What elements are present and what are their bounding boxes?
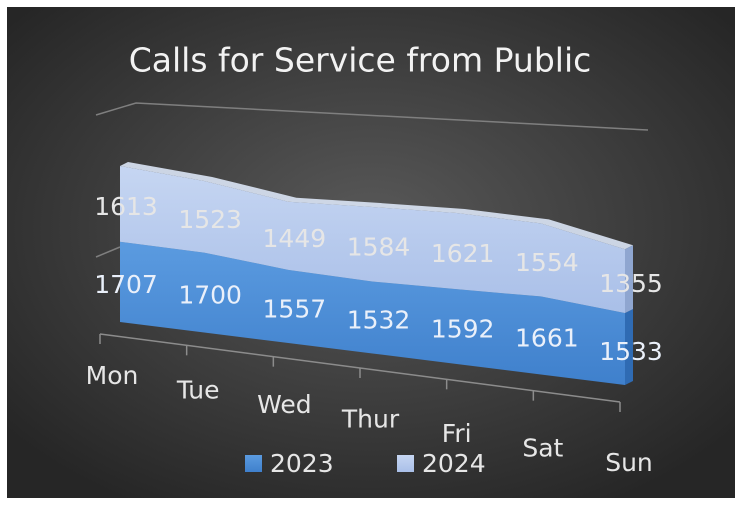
legend-label: 2023: [270, 449, 334, 478]
data-label: 1532: [347, 305, 411, 334]
x-tick-label: Wed: [257, 390, 312, 419]
data-label: 1592: [431, 315, 495, 344]
area-side-face: [625, 245, 633, 313]
data-label: 1707: [94, 270, 158, 299]
data-label: 1523: [178, 205, 242, 234]
data-label: 1700: [178, 281, 242, 310]
data-label: 1449: [263, 224, 327, 253]
area-band: [120, 165, 625, 313]
back-wall-edge: [95, 102, 649, 131]
x-tick-label: Thur: [341, 405, 400, 434]
data-label: 1355: [599, 269, 663, 298]
area-side-face: [625, 308, 633, 385]
area-band: [120, 241, 625, 385]
x-tick-label: Sat: [522, 434, 563, 463]
data-label: 1533: [599, 337, 663, 366]
legend-swatch: [245, 455, 262, 472]
legend-swatch: [397, 455, 414, 472]
data-label: 1661: [515, 323, 579, 352]
data-label: 1621: [431, 239, 495, 268]
x-tick-label: Fri: [442, 419, 472, 448]
side-wall-edge: [95, 246, 121, 258]
x-tick-label: Tue: [176, 376, 220, 405]
data-label: 1584: [347, 232, 411, 261]
area-top-face: [120, 161, 633, 250]
data-label: 1613: [94, 192, 158, 221]
legend-label: 2024: [422, 449, 486, 478]
x-tick-label: Mon: [86, 361, 139, 390]
data-label: 1554: [515, 248, 579, 277]
data-label: 1557: [263, 294, 327, 323]
x-tick-label: Sun: [605, 448, 653, 477]
chart-title: Calls for Service from Public: [129, 41, 592, 80]
